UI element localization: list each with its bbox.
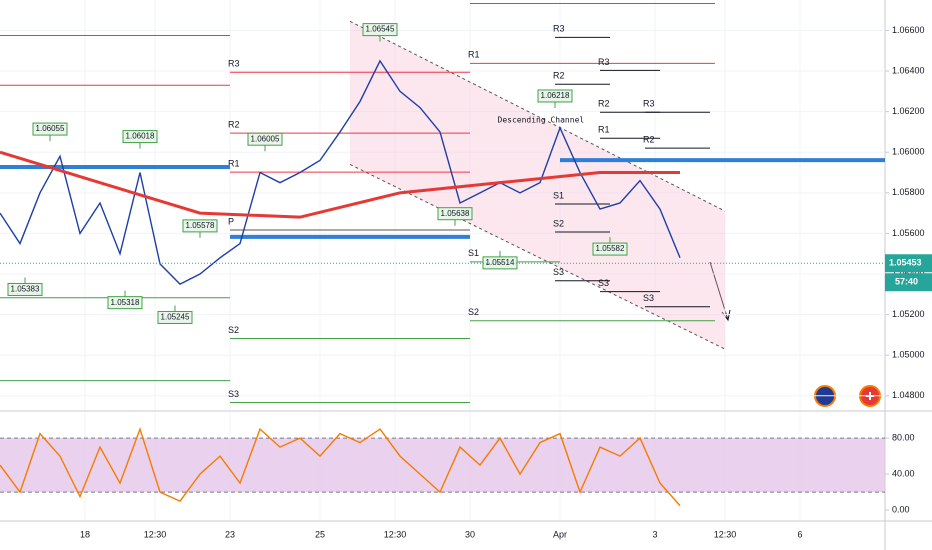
x-tick-label: 6 [797, 529, 802, 539]
x-tick-label: 30 [465, 529, 475, 539]
extreme-box [157, 310, 193, 324]
extreme-label: 1.05638 [441, 209, 470, 218]
extreme-label: 1.05383 [11, 285, 40, 294]
extreme-box [107, 296, 143, 310]
extreme-label: 1.06055 [36, 124, 65, 133]
pivot-label: R1 [228, 158, 240, 168]
pivot-label: R2 [643, 135, 655, 145]
pivot-label: S3 [643, 293, 654, 303]
pivot-label: R1 [598, 125, 610, 135]
y-tick-label: 1.06400 [892, 65, 925, 75]
x-tick-label: 3 [652, 529, 657, 539]
x-tick-label: 23 [225, 529, 235, 539]
channel-fill [350, 21, 725, 350]
series-line [0, 426, 681, 507]
pivot-label: S2 [228, 325, 239, 335]
extreme-box [592, 242, 628, 256]
channel-label: Descending Channel [498, 116, 585, 125]
y-tick-label: 1.04800 [892, 390, 925, 400]
y-tick-label: 1.05000 [892, 350, 925, 360]
extreme-box [247, 132, 283, 146]
y-tick-label: 1.06000 [892, 147, 925, 157]
x-tick-label: 12:30 [714, 529, 737, 539]
extreme-label: 1.05578 [186, 221, 215, 230]
extreme-label: 1.06005 [251, 134, 280, 143]
extreme-label: 1.06218 [541, 91, 570, 100]
x-tick-label: 25 [315, 529, 325, 539]
x-tick-label: 12:30 [384, 529, 407, 539]
y-tick-label: 40.00 [892, 468, 915, 478]
extreme-label: 1.05318 [111, 298, 140, 307]
pivot-label: S3 [553, 267, 564, 277]
pivot-label: R2 [228, 120, 240, 130]
pivot-label: R3 [228, 59, 240, 69]
price-label: 1.05453 [889, 258, 922, 268]
y-tick-label: 0.00 [892, 504, 910, 514]
pivot-label: P [228, 216, 234, 226]
extreme-box [537, 89, 573, 103]
pivot-label: S1 [553, 190, 564, 200]
series-line [0, 59, 681, 286]
extreme-label: 1.05582 [596, 244, 625, 253]
extreme-box [182, 219, 218, 233]
x-tick-label: 18 [80, 529, 90, 539]
pivot-label: R3 [598, 57, 610, 67]
rsi-band [0, 438, 885, 493]
extreme-label: 1.05245 [161, 313, 190, 322]
extreme-label: 1.06018 [126, 132, 155, 141]
pivot-label: S2 [468, 307, 479, 317]
y-tick-label: 80.00 [892, 432, 915, 442]
y-tick-label: 1.05800 [892, 187, 925, 197]
countdown-label: 57:40 [895, 277, 918, 287]
extreme-box [122, 130, 158, 144]
countdown-tag [885, 273, 932, 292]
pivot-label: S3 [598, 278, 609, 288]
pivot-label: R2 [553, 71, 565, 81]
y-tick-label: 1.06600 [892, 25, 925, 35]
pivot-label: R1 [468, 50, 480, 60]
y-tick-label: 1.05600 [892, 228, 925, 238]
extreme-box [362, 23, 398, 37]
extreme-label: 1.06545 [366, 25, 395, 34]
y-tick-label: 1.06200 [892, 106, 925, 116]
pivot-label: S1 [468, 248, 479, 258]
extreme-box [7, 282, 43, 296]
x-tick-label: Apr [553, 529, 567, 539]
y-tick-label: 1.05200 [892, 309, 925, 319]
x-tick-label: 12:30 [144, 529, 167, 539]
pivot-label: S3 [228, 389, 239, 399]
pivot-label: R3 [643, 99, 655, 109]
pivot-label: R3 [553, 24, 565, 34]
price-tag [885, 254, 932, 273]
series-line [0, 150, 680, 219]
pivot-label: R2 [598, 99, 610, 109]
extreme-label: 1.05514 [486, 258, 515, 267]
extreme-box [437, 207, 473, 221]
channel-line [349, 20, 726, 212]
extreme-box [32, 122, 68, 136]
channel-line [349, 163, 726, 350]
pivot-label: S2 [553, 218, 564, 228]
